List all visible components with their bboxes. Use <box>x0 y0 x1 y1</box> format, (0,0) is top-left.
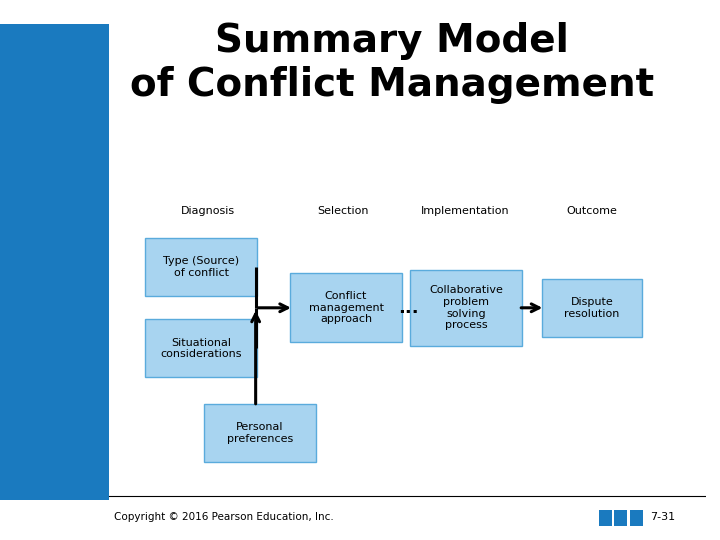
Text: Situational
considerations: Situational considerations <box>161 338 242 359</box>
Text: Implementation: Implementation <box>420 206 509 216</box>
Text: Diagnosis: Diagnosis <box>181 206 235 216</box>
Text: Copyright © 2016 Pearson Education, Inc.: Copyright © 2016 Pearson Education, Inc. <box>114 512 334 522</box>
FancyBboxPatch shape <box>145 238 257 296</box>
Text: Selection: Selection <box>317 206 369 216</box>
FancyBboxPatch shape <box>410 270 522 346</box>
FancyBboxPatch shape <box>630 510 643 526</box>
Text: Summary Model
of Conflict Management: Summary Model of Conflict Management <box>130 22 654 104</box>
FancyBboxPatch shape <box>145 319 257 377</box>
Text: Type (Source)
of conflict: Type (Source) of conflict <box>163 256 239 278</box>
Text: Outcome: Outcome <box>567 206 617 216</box>
FancyBboxPatch shape <box>599 510 611 526</box>
Text: Personal
preferences: Personal preferences <box>227 422 293 444</box>
Text: Conflict
management
approach: Conflict management approach <box>309 291 384 325</box>
FancyBboxPatch shape <box>614 510 627 526</box>
FancyBboxPatch shape <box>0 24 109 500</box>
FancyBboxPatch shape <box>204 404 315 462</box>
Text: 7-31: 7-31 <box>649 512 675 522</box>
FancyBboxPatch shape <box>541 279 642 337</box>
Text: Dispute
resolution: Dispute resolution <box>564 297 619 319</box>
Text: ...: ... <box>398 299 418 317</box>
FancyBboxPatch shape <box>290 273 402 342</box>
Text: Collaborative
problem
solving
process: Collaborative problem solving process <box>429 286 503 330</box>
